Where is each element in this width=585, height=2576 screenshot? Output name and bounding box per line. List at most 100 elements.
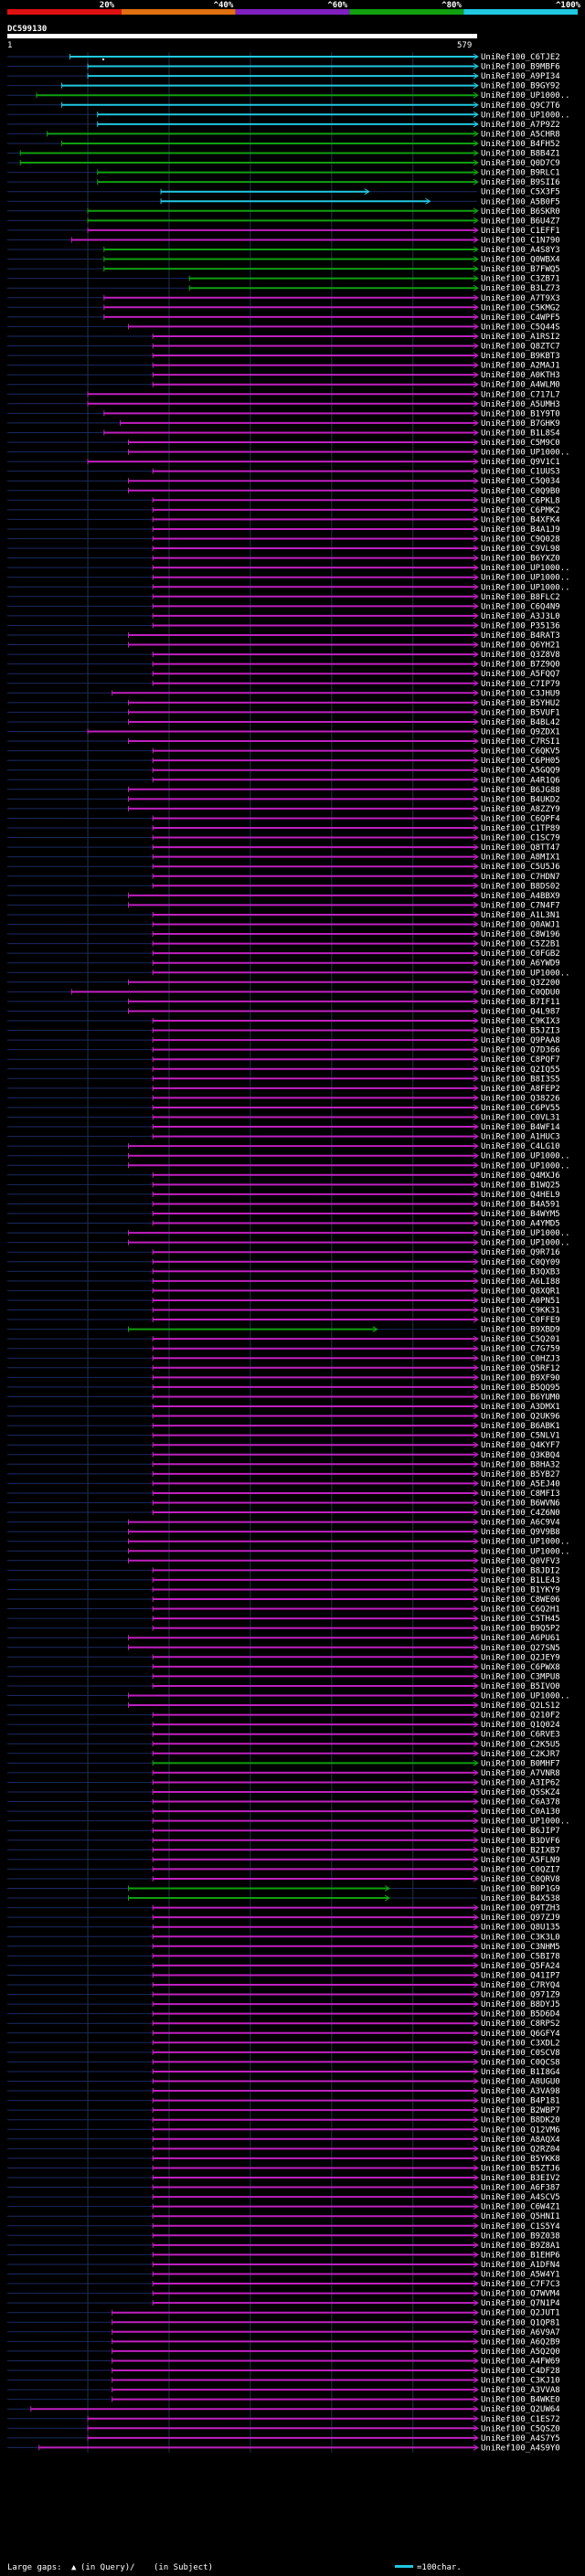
hit-row[interactable]: UniRef100_C0SCV8 [7, 2049, 560, 2058]
hit-label[interactable]: UniRef100_Q5RF12 [481, 1364, 560, 1373]
hit-row[interactable]: UniRef100_A6V9A7 [7, 2328, 560, 2337]
hit-label[interactable]: UniRef100_A2MAJ1 [481, 362, 560, 371]
hit-label[interactable]: UniRef100_A8ZZY9 [481, 805, 560, 814]
hit-row[interactable]: UniRef100_A7P9Z2 [7, 121, 560, 130]
hit-row[interactable]: UniRef100_Q38226 [7, 1094, 560, 1103]
hit-row[interactable]: UniRef100_A4S8Y3 [7, 246, 560, 255]
hit-row[interactable]: UniRef100_Q9C7T6 [7, 101, 560, 111]
hit-row[interactable]: UniRef100_B6WVN6 [7, 1500, 560, 1509]
hit-label[interactable]: UniRef100_C1SC79 [481, 834, 560, 843]
hit-label[interactable]: UniRef100_B8I3S5 [481, 1075, 560, 1084]
hit-label[interactable]: UniRef100_Q1Q024 [481, 1721, 560, 1730]
hit-row[interactable]: UniRef100_B9RLC1 [7, 169, 560, 178]
hit-row[interactable]: UniRef100_C0QRV8 [7, 1875, 560, 1884]
hit-label[interactable]: UniRef100_C8W196 [481, 930, 560, 939]
hit-row[interactable]: UniRef100_C7F7C3 [7, 2280, 560, 2289]
hit-label[interactable]: UniRef100_C3NHM5 [481, 1943, 560, 1952]
hit-label[interactable]: UniRef100_C8WE06 [481, 1595, 560, 1605]
hit-row[interactable]: UniRef100_C8MFI3 [7, 1489, 560, 1499]
hit-row[interactable]: UniRef100_C4WPF5 [7, 313, 560, 323]
hit-row[interactable]: UniRef100_Q7N1P4 [7, 2299, 560, 2308]
hit-label[interactable]: UniRef100_C6W4Z1 [481, 2203, 560, 2212]
hit-label[interactable]: UniRef100_Q9C7T6 [481, 101, 560, 111]
hit-row[interactable]: UniRef100_C0FGB2 [7, 949, 560, 959]
hit-label[interactable]: UniRef100_C7RSI1 [481, 737, 560, 747]
hit-row[interactable]: UniRef100_B1L8S4 [7, 429, 560, 438]
hit-label[interactable]: UniRef100_C6PKL8 [481, 496, 560, 505]
hit-row[interactable]: UniRef100_B7FWQ5 [7, 265, 560, 274]
hit-row[interactable]: UniRef100_Q3KBQ4 [7, 1451, 560, 1460]
hit-label[interactable]: UniRef100_A4YMD5 [481, 1220, 560, 1229]
hit-row[interactable]: UniRef100_B9Z038 [7, 2231, 560, 2241]
hit-label[interactable]: UniRef100_B5D6D4 [481, 2010, 560, 2019]
hit-row[interactable]: UniRef100_C8PQF7 [7, 1055, 560, 1065]
hit-label[interactable]: UniRef100_Q3KBQ4 [481, 1451, 560, 1460]
hit-label[interactable]: UniRef100_B6ABK1 [481, 1422, 560, 1431]
hit-label[interactable]: UniRef100_C5X3F5 [481, 188, 560, 197]
hit-row[interactable]: UniRef100_C1S5Y4 [7, 2222, 560, 2231]
hit-label[interactable]: UniRef100_C8RPS2 [481, 2019, 560, 2029]
hit-label[interactable]: UniRef100_B4UKD2 [481, 795, 560, 804]
hit-row[interactable]: UniRef100_C8RPS2 [7, 2019, 560, 2029]
hit-label[interactable]: UniRef100_A4FW69 [481, 2357, 560, 2366]
hit-label[interactable]: UniRef100_C7G759 [481, 1345, 560, 1354]
hit-row[interactable]: UniRef100_Q0D7C9 [7, 159, 560, 168]
hit-row[interactable]: UniRef100_B9Q5P2 [7, 1625, 560, 1634]
hit-label[interactable]: UniRef100_A6LI88 [481, 1277, 560, 1287]
hit-row[interactable]: UniRef100_B5VUF1 [7, 708, 560, 717]
hit-row[interactable]: UniRef100_C5U5J6 [7, 863, 560, 872]
hit-label[interactable]: UniRef100_A8UGU0 [481, 2078, 560, 2087]
hit-label[interactable]: UniRef100_Q7WVM4 [481, 2290, 560, 2299]
hit-label[interactable]: UniRef100_C3MPU8 [481, 1672, 560, 1681]
hit-label[interactable]: UniRef100_B4XFK4 [481, 515, 560, 525]
hit-label[interactable]: UniRef100_UP1000.. [481, 1818, 570, 1827]
hit-row[interactable]: UniRef100_C6PWX8 [7, 1663, 560, 1672]
hit-row[interactable]: UniRef100_C8WE06 [7, 1595, 560, 1605]
hit-label[interactable]: UniRef100_B7IF11 [481, 998, 560, 1007]
hit-row[interactable]: UniRef100_A1L3N1 [7, 911, 560, 920]
hit-row[interactable]: UniRef100_C1N790 [7, 236, 560, 245]
hit-row[interactable]: UniRef100_C6A378 [7, 1798, 560, 1807]
hit-row[interactable]: UniRef100_Q2UK96 [7, 1413, 560, 1422]
hit-label[interactable]: UniRef100_Q2IQ55 [481, 1065, 560, 1075]
hit-label[interactable]: UniRef100_UP1000.. [481, 1547, 570, 1556]
hit-row[interactable]: UniRef100_UP1000.. [7, 1229, 570, 1238]
hit-row[interactable]: UniRef100_A0KTH3 [7, 371, 560, 380]
hit-label[interactable]: UniRef100_B7FWQ5 [481, 265, 560, 274]
hit-label[interactable]: UniRef100_B3QXB3 [481, 1267, 560, 1277]
hit-row[interactable]: UniRef100_A1RSI2 [7, 333, 560, 342]
hit-row[interactable]: UniRef100_A2MAJ1 [7, 362, 560, 371]
hit-label[interactable]: UniRef100_C0FGB2 [481, 949, 560, 959]
hit-label[interactable]: UniRef100_C9VL98 [481, 545, 560, 554]
hit-row[interactable]: UniRef100_UP1000.. [7, 1692, 570, 1701]
hit-row[interactable]: UniRef100_C3NHM5 [7, 1943, 560, 1952]
hit-row[interactable]: UniRef100_Q4MXJ6 [7, 1171, 560, 1181]
hit-label[interactable]: UniRef100_A5EJ40 [481, 1479, 560, 1489]
hit-row[interactable]: UniRef100_C0QCS8 [7, 2058, 560, 2067]
hit-row[interactable]: UniRef100_Q3Z200 [7, 979, 560, 988]
hit-label[interactable]: UniRef100_A7VNR8 [481, 1769, 560, 1778]
hit-row[interactable]: UniRef100_Q4KYF7 [7, 1441, 560, 1450]
hit-label[interactable]: UniRef100_A4R1Q6 [481, 776, 560, 785]
hit-label[interactable]: UniRef100_C6TJE2 [481, 53, 560, 62]
hit-label[interactable]: UniRef100_B5JZI3 [481, 1027, 560, 1036]
hit-label[interactable]: UniRef100_C6A378 [481, 1798, 560, 1807]
hit-row[interactable]: UniRef100_B9GY92 [7, 82, 560, 91]
hit-label[interactable]: UniRef100_B5YKK8 [481, 2155, 560, 2164]
hit-row[interactable]: UniRef100_A4S7Y5 [7, 2434, 560, 2443]
hit-label[interactable]: UniRef100_A8MIX1 [481, 853, 560, 863]
hit-label[interactable]: UniRef100_B5VUF1 [481, 708, 560, 717]
hit-row[interactable]: UniRef100_UP1000.. [7, 1818, 570, 1827]
hit-row[interactable]: UniRef100_C717L7 [7, 390, 560, 399]
hit-row[interactable]: UniRef100_B3DVF6 [7, 1837, 560, 1846]
hit-label[interactable]: UniRef100_C0A130 [481, 1807, 560, 1817]
hit-label[interactable]: UniRef100_UP1000.. [481, 969, 570, 978]
hit-label[interactable]: UniRef100_A3VA98 [481, 2087, 560, 2096]
hit-label[interactable]: UniRef100_B9Q5P2 [481, 1625, 560, 1634]
hit-label[interactable]: UniRef100_C0QZI7 [481, 1865, 560, 1874]
hit-label[interactable]: UniRef100_Q971Z9 [481, 1991, 560, 2000]
hit-row[interactable]: UniRef100_UP1000.. [7, 1239, 570, 1248]
hit-label[interactable]: UniRef100_B9GY92 [481, 82, 560, 91]
hit-row[interactable]: UniRef100_B0MHF7 [7, 1759, 560, 1768]
hit-row[interactable]: UniRef100_Q3Z8V8 [7, 651, 560, 660]
